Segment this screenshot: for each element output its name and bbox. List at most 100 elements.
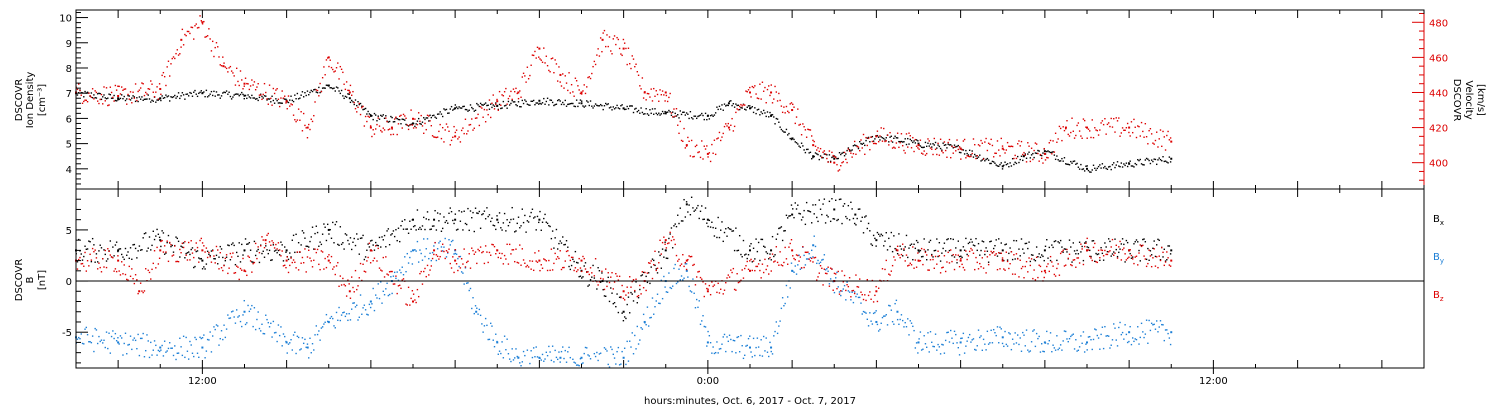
velocity-sample (1090, 136, 1092, 139)
velocity-sample (596, 54, 598, 56)
velocity-sample (635, 63, 637, 65)
density-sample (1065, 163, 1067, 165)
bz-sample (1076, 257, 1078, 259)
density-sample (141, 96, 143, 98)
velocity-sample (779, 99, 781, 102)
velocity-sample (649, 96, 651, 98)
bx-sample (465, 223, 468, 226)
velocity-sample (295, 120, 297, 123)
by-sample (326, 320, 329, 323)
velocity-sample (1041, 157, 1043, 159)
by-sample (807, 258, 809, 260)
bx-sample (823, 198, 826, 200)
velocity-sample (831, 151, 833, 154)
density-sample (901, 141, 904, 143)
velocity-sample (677, 124, 679, 126)
bx-sample (702, 218, 704, 221)
bz-sample (215, 245, 218, 248)
density-sample (194, 89, 196, 92)
by-sample (646, 306, 649, 308)
bz-sample (1125, 259, 1128, 261)
density-sample (404, 119, 406, 121)
bx-sample (977, 242, 980, 245)
by-sample (699, 323, 702, 326)
bz-sample (939, 272, 942, 274)
bx-sample (982, 241, 985, 243)
bx-sample (507, 224, 510, 227)
density-sample (98, 92, 100, 95)
bz-sample (227, 272, 229, 275)
bz-sample (871, 279, 874, 282)
velocity-sample (455, 129, 458, 131)
velocity-sample (136, 99, 138, 102)
by-sample (899, 318, 901, 321)
bx-sample (278, 254, 281, 256)
bz-sample (457, 269, 459, 272)
by-sample (447, 252, 449, 254)
bx-sample (541, 221, 544, 223)
density-point (454, 107, 457, 110)
velocity-sample (917, 147, 919, 149)
by-sample (771, 353, 774, 355)
bz-sample (502, 263, 505, 265)
density-sample (699, 114, 702, 116)
bz-sample (634, 289, 636, 292)
density-sample (599, 103, 602, 106)
density-sample (779, 126, 781, 128)
by-sample (1038, 335, 1040, 338)
by-sample (564, 349, 566, 352)
density-sample (740, 106, 742, 109)
velocity-sample (357, 106, 359, 109)
velocity-sample (228, 67, 230, 69)
bx-sample (282, 260, 285, 262)
bz-sample (1137, 264, 1139, 266)
bx-sample (126, 254, 128, 256)
density-sample (630, 105, 632, 107)
bx-sample (904, 246, 906, 248)
velocity-sample (984, 141, 986, 143)
bz-sample (433, 253, 435, 256)
density-tick-label: 5 (66, 140, 72, 151)
bx-sample (490, 220, 492, 223)
density-sample (936, 147, 938, 149)
bz-point (749, 269, 751, 272)
bz-sample (186, 259, 189, 261)
velocity-sample (1043, 147, 1045, 150)
density-sample (696, 117, 698, 120)
density-sample (1083, 170, 1086, 172)
velocity-sample (1024, 154, 1026, 156)
density-sample (187, 95, 190, 97)
bx-sample (238, 242, 240, 244)
bz-sample (1063, 265, 1066, 267)
velocity-sample (299, 119, 301, 121)
bx-sample (330, 237, 333, 240)
velocity-sample (1131, 131, 1134, 134)
density-sample (990, 162, 992, 165)
velocity-sample (196, 27, 199, 29)
density-sample (103, 94, 105, 96)
by-point (1086, 341, 1088, 344)
velocity-sample (562, 73, 564, 75)
bz-sample (623, 299, 626, 301)
bz-sample (297, 269, 300, 271)
bx-sample (775, 238, 778, 240)
density-sample (707, 114, 709, 117)
bz-sample (536, 261, 539, 263)
density-sample (831, 156, 833, 159)
by-sample (1133, 340, 1135, 343)
velocity-sample (746, 91, 748, 93)
bx-sample (527, 221, 530, 223)
velocity-sample (153, 96, 156, 98)
bz-sample (881, 268, 884, 270)
velocity-sample (581, 93, 583, 95)
bz-sample (291, 261, 294, 264)
bz-sample (225, 254, 228, 256)
bx-sample (850, 201, 852, 204)
velocity-sample (137, 90, 139, 93)
by-sample (827, 270, 829, 272)
bx-sample (761, 238, 764, 241)
velocity-sample (939, 138, 942, 140)
bx-sample (1042, 255, 1044, 258)
bz-sample (402, 278, 405, 280)
bz-sample (659, 239, 661, 242)
